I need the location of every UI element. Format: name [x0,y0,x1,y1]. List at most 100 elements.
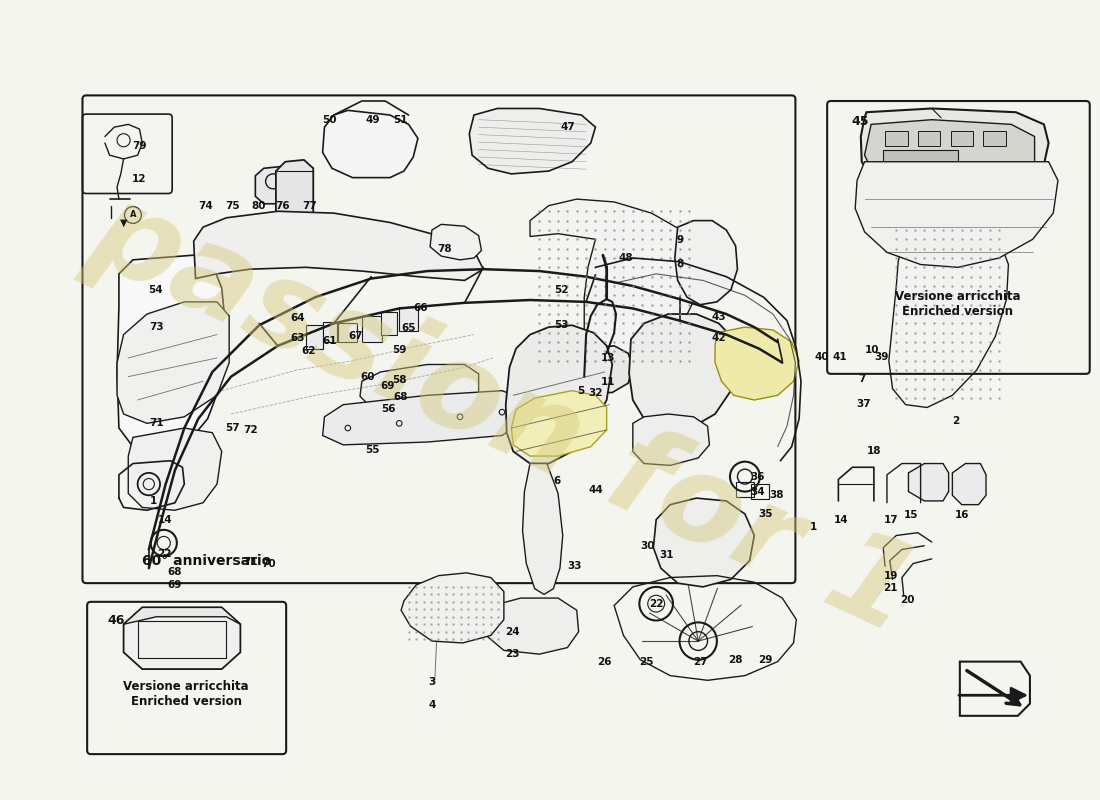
Text: 23: 23 [505,649,519,659]
Text: 66: 66 [414,303,428,314]
Text: 61: 61 [322,336,337,346]
Polygon shape [855,162,1058,267]
Text: 50: 50 [322,114,337,125]
Polygon shape [909,463,948,501]
Text: 63: 63 [290,334,305,343]
Text: 59: 59 [392,345,406,354]
Text: 4: 4 [428,700,436,710]
Text: 33: 33 [568,562,582,571]
Polygon shape [889,222,1009,407]
Text: 55: 55 [365,446,380,455]
Bar [883,150,958,166]
Polygon shape [306,326,322,349]
Text: 64: 64 [290,313,305,322]
Text: 68: 68 [394,392,408,402]
Text: 19: 19 [883,570,898,581]
Text: 76: 76 [275,201,289,210]
Text: 37: 37 [856,398,871,409]
Text: 43: 43 [712,312,726,322]
Text: 36: 36 [750,472,764,482]
Polygon shape [123,607,241,669]
Polygon shape [522,463,563,594]
Text: ▼: ▼ [120,218,128,227]
Polygon shape [530,199,698,370]
Polygon shape [953,463,986,505]
Text: A: A [130,210,136,219]
Text: 16: 16 [955,510,969,520]
Text: 48: 48 [618,253,632,263]
Text: 78: 78 [438,244,452,254]
Polygon shape [865,120,1035,174]
Text: 22: 22 [649,598,663,609]
Text: 21: 21 [883,583,898,593]
Bar [736,482,755,497]
Polygon shape [362,316,383,342]
Text: 35: 35 [758,509,772,519]
Polygon shape [117,302,229,423]
Polygon shape [322,322,337,342]
Text: 79: 79 [132,141,146,151]
Polygon shape [512,390,607,456]
Polygon shape [255,166,290,204]
Polygon shape [861,109,1048,181]
Text: 34: 34 [750,486,766,497]
Polygon shape [571,346,632,393]
Polygon shape [430,224,482,260]
Polygon shape [506,326,613,463]
Text: 53: 53 [554,320,569,330]
Text: 74: 74 [198,201,213,210]
Polygon shape [632,414,710,466]
Text: 25: 25 [639,657,653,666]
Text: 5: 5 [576,386,584,396]
Text: Versione arricchita
Enriched version: Versione arricchita Enriched version [123,680,249,708]
Text: 68: 68 [167,567,183,577]
Text: 9: 9 [676,235,684,246]
Text: 26: 26 [597,657,612,666]
Polygon shape [322,110,418,178]
Text: 60° anniversario: 60° anniversario [142,554,272,568]
Text: 24: 24 [505,626,519,637]
Text: 56: 56 [381,404,395,414]
Text: 71: 71 [148,418,164,428]
Text: 28: 28 [728,654,743,665]
Polygon shape [381,312,397,334]
Polygon shape [715,327,799,400]
Text: 71: 71 [243,557,258,566]
Text: 80: 80 [252,201,266,210]
Polygon shape [470,109,595,174]
Text: 11: 11 [602,378,616,387]
Bar [750,484,769,499]
Text: 20: 20 [900,595,915,605]
Text: 52: 52 [554,285,569,294]
Text: 54: 54 [148,285,163,294]
Text: 29: 29 [758,654,772,665]
Polygon shape [129,428,222,510]
Text: 3: 3 [428,677,436,687]
Text: 69: 69 [381,381,395,391]
Text: 17: 17 [883,514,898,525]
Bar [917,131,940,146]
Text: 69: 69 [168,580,183,590]
Text: 30: 30 [640,541,654,550]
Text: 13: 13 [602,353,616,363]
Text: 27: 27 [693,657,707,666]
Text: 60: 60 [360,372,375,382]
Polygon shape [194,211,483,281]
Text: 70: 70 [261,559,276,570]
Polygon shape [276,160,314,222]
Text: Versione arricchita
Enriched version: Versione arricchita Enriched version [895,290,1021,318]
Text: 40: 40 [814,352,829,362]
Text: 47: 47 [561,122,575,132]
Polygon shape [399,306,418,331]
Text: 14: 14 [834,514,848,525]
Polygon shape [123,607,241,624]
Polygon shape [117,255,227,456]
Text: 72: 72 [243,425,258,435]
Text: 10: 10 [865,345,879,354]
Text: 45: 45 [851,115,869,128]
Polygon shape [360,365,478,410]
Text: 73: 73 [148,322,164,332]
Polygon shape [653,498,755,587]
Text: 49: 49 [366,114,381,125]
Text: 65: 65 [402,323,416,333]
